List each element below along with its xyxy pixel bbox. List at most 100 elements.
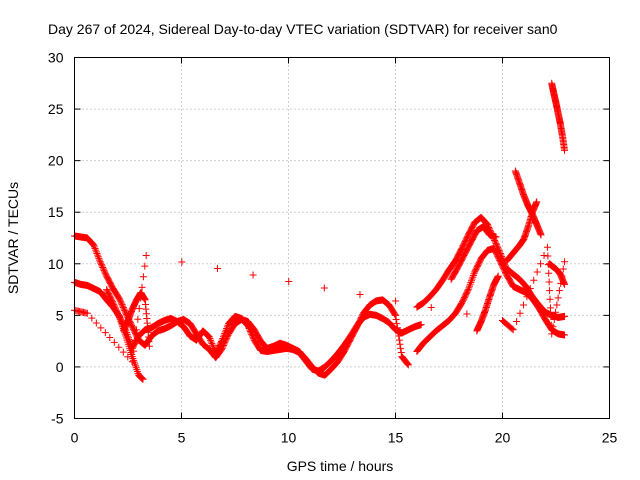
- data-point: [96, 258, 104, 266]
- data-point: [545, 269, 553, 277]
- data-points: [71, 79, 569, 383]
- chart-title: Day 267 of 2024, Sidereal Day-to-day VTE…: [48, 21, 558, 37]
- data-point: [101, 269, 109, 277]
- data-point: [553, 301, 561, 309]
- y-tick-label: 15: [48, 204, 64, 220]
- x-axis-label: GPS time / hours: [287, 458, 394, 474]
- y-tick-label: -5: [51, 411, 64, 427]
- plot-frame: [74, 57, 610, 419]
- data-point: [470, 270, 478, 278]
- y-tick-label: 25: [48, 101, 64, 117]
- data-point: [393, 324, 401, 332]
- data-point: [129, 354, 137, 362]
- data-point: [501, 262, 509, 270]
- data-point: [93, 249, 101, 257]
- series-s2: [71, 232, 412, 379]
- data-point: [131, 362, 139, 370]
- data-point: [392, 297, 400, 305]
- data-point: [519, 301, 527, 309]
- data-point: [557, 279, 565, 287]
- data-point: [130, 356, 138, 364]
- data-point: [393, 320, 401, 328]
- data-point: [132, 364, 140, 372]
- data-point: [498, 253, 506, 261]
- data-point: [530, 276, 538, 284]
- data-point: [124, 353, 132, 361]
- data-point: [509, 326, 517, 334]
- x-tick-label: 15: [388, 430, 404, 446]
- data-point: [558, 272, 566, 280]
- data-point: [132, 326, 140, 334]
- data-point: [114, 309, 122, 317]
- data-point: [101, 268, 109, 276]
- data-point: [223, 333, 231, 341]
- data-point: [544, 261, 552, 269]
- data-point: [106, 334, 114, 342]
- data-point: [467, 279, 475, 287]
- data-point: [513, 318, 521, 326]
- data-point: [404, 360, 412, 368]
- series-s6: [413, 213, 569, 321]
- data-point: [90, 243, 98, 251]
- data-point: [120, 305, 128, 313]
- data-point: [396, 340, 404, 348]
- data-point: [97, 261, 105, 269]
- data-point: [397, 348, 405, 356]
- y-tick-label: 10: [48, 256, 64, 272]
- data-point: [544, 252, 552, 260]
- y-tick-label: 5: [56, 307, 64, 323]
- data-point: [97, 259, 105, 267]
- data-point: [249, 271, 257, 279]
- data-point: [112, 305, 120, 313]
- x-axis: 0 5 10 15 20 25: [71, 57, 618, 446]
- data-point: [417, 321, 425, 329]
- data-point: [356, 291, 364, 299]
- data-point: [220, 340, 228, 348]
- data-point: [219, 341, 227, 349]
- data-point: [403, 359, 411, 367]
- data-point: [139, 375, 147, 383]
- data-point: [498, 254, 506, 262]
- data-point: [463, 310, 471, 318]
- data-point: [134, 315, 142, 323]
- data-point: [100, 266, 108, 274]
- data-point: [320, 284, 328, 292]
- y-axis-label: SDTVAR / TECUs: [5, 182, 21, 294]
- data-point: [130, 347, 138, 355]
- data-point: [492, 239, 500, 247]
- data-point: [493, 242, 501, 250]
- data-point: [543, 243, 551, 251]
- data-point: [115, 343, 123, 351]
- data-point: [526, 285, 534, 293]
- data-point: [221, 339, 229, 347]
- data-point: [464, 287, 472, 295]
- data-point: [90, 241, 98, 249]
- data-point: [468, 275, 476, 283]
- data-point: [98, 262, 106, 270]
- series-s8: [473, 272, 502, 335]
- x-tick-label: 0: [71, 430, 79, 446]
- data-point: [392, 311, 399, 319]
- y-axis: -5 0 5 10 15 20 25 30: [48, 50, 610, 427]
- data-point: [119, 348, 127, 356]
- data-point: [285, 278, 293, 286]
- data-point: [95, 254, 103, 262]
- data-point: [207, 336, 215, 344]
- data-point: [137, 294, 145, 302]
- data-point: [516, 309, 524, 317]
- data-point: [465, 284, 473, 292]
- data-point: [128, 358, 136, 366]
- data-point: [496, 249, 504, 257]
- data-point: [545, 278, 553, 286]
- data-point: [110, 302, 118, 310]
- data-point: [121, 306, 129, 314]
- x-tick-label: 20: [495, 430, 511, 446]
- x-tick-label: 25: [602, 430, 618, 446]
- data-point: [500, 257, 508, 265]
- data-point: [537, 231, 545, 239]
- data-point: [101, 329, 109, 337]
- data-point: [218, 344, 226, 352]
- data-point: [392, 315, 400, 323]
- data-point: [115, 312, 123, 320]
- data-point: [222, 336, 230, 344]
